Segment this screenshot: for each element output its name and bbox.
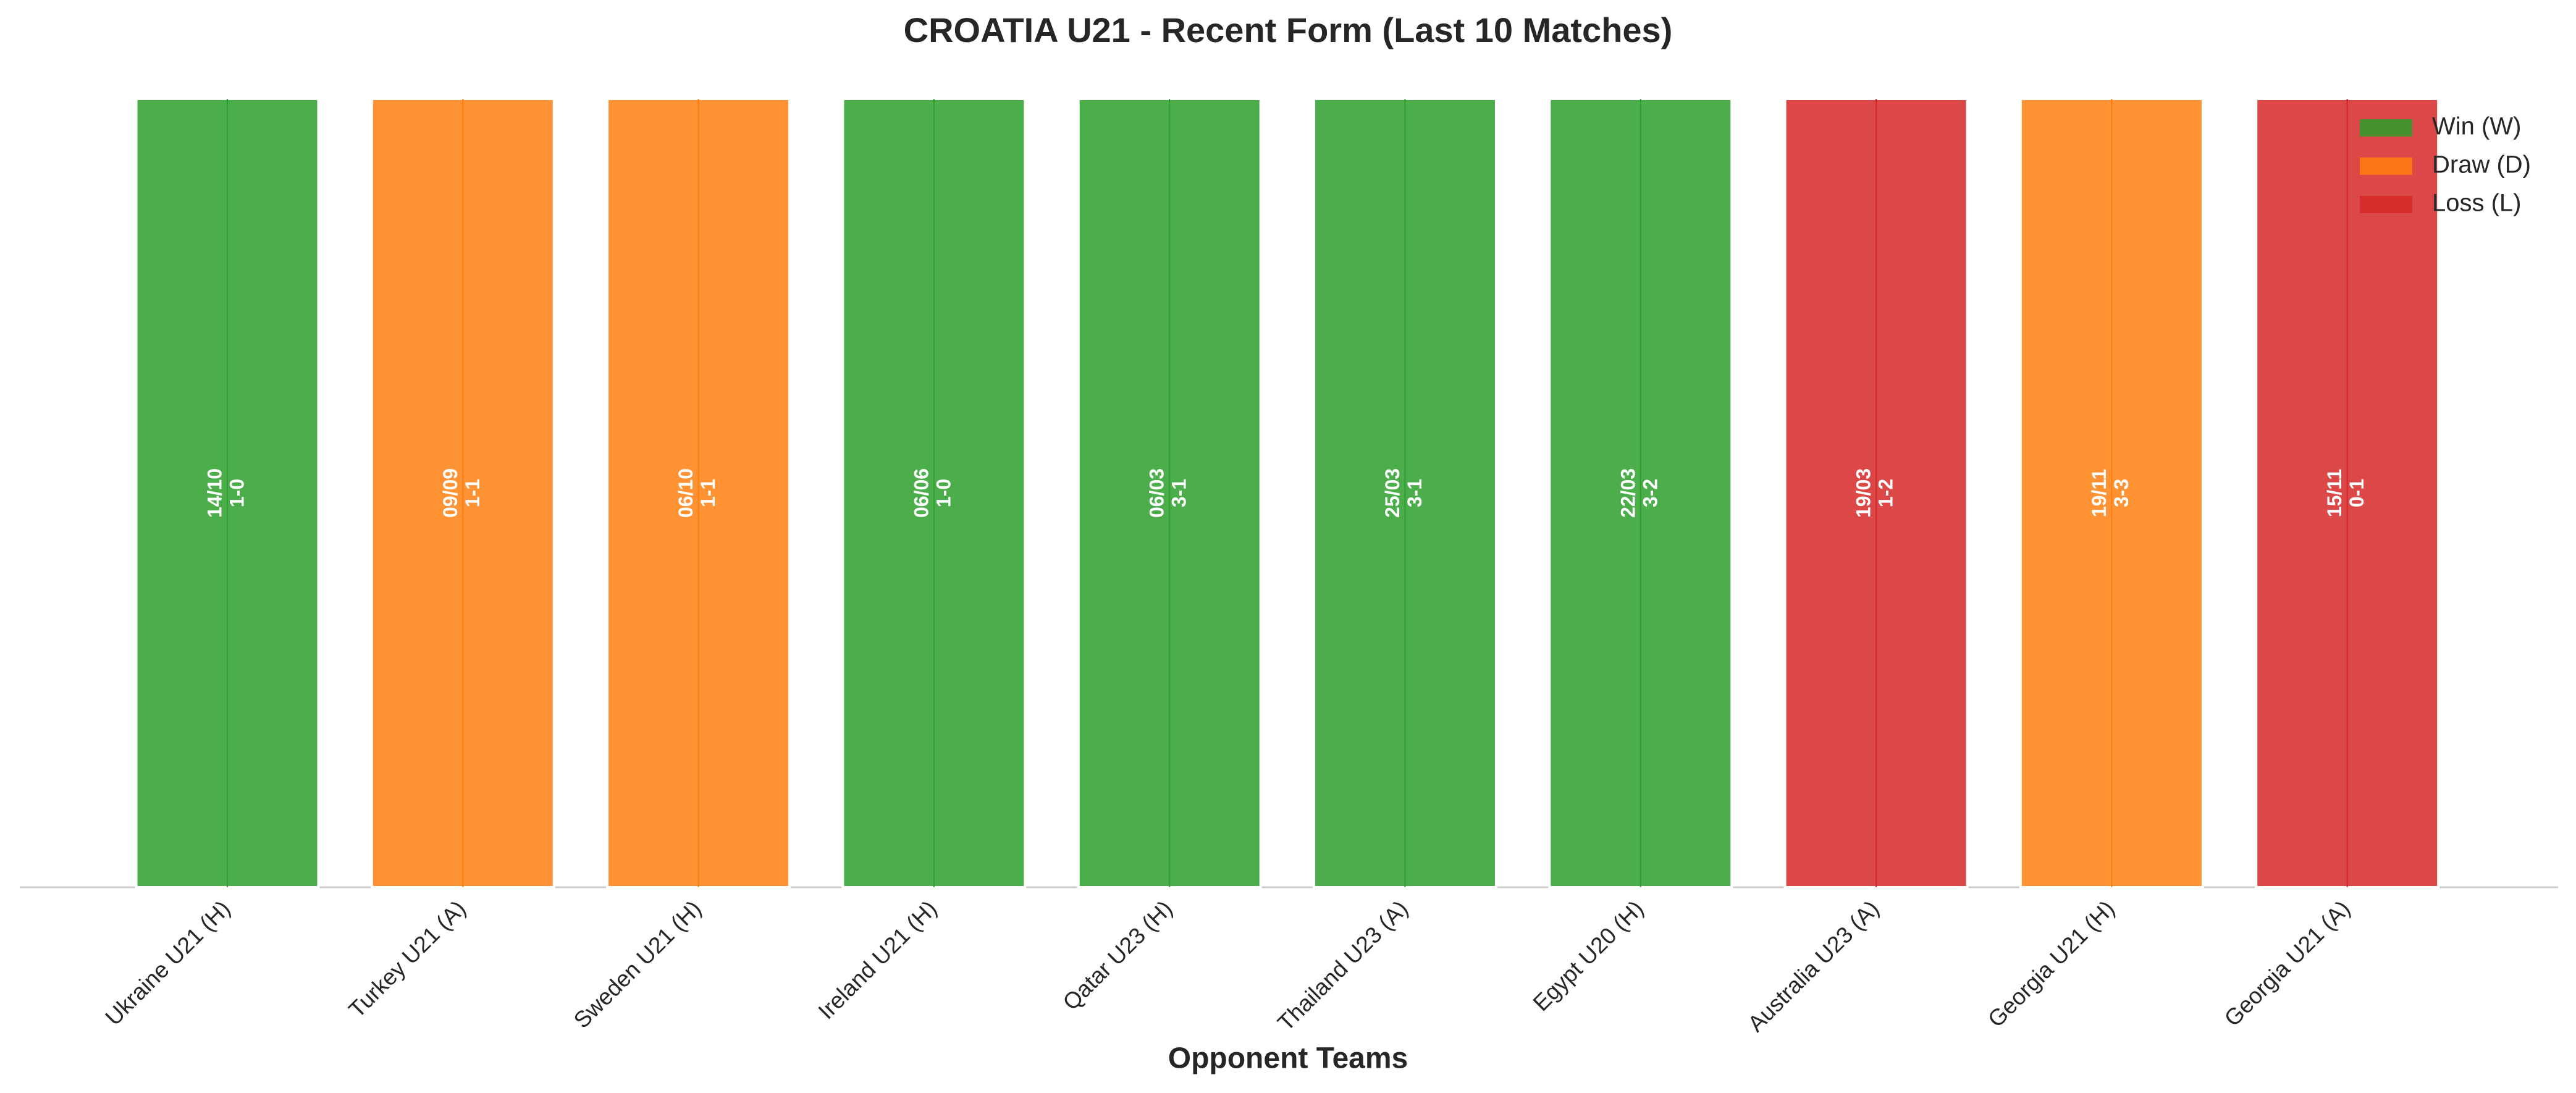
bar-date-label: 06/03 xyxy=(1146,468,1168,518)
x-tick-label: Georgia U21 (A) xyxy=(2220,896,2355,1031)
x-tick-label: Ireland U21 (H) xyxy=(814,896,942,1024)
bar-date-label: 19/03 xyxy=(1853,468,1875,518)
bar-score-label: 1-0 xyxy=(225,479,248,507)
bar-score-label: 1-2 xyxy=(1875,479,1897,507)
x-tick-label: Georgia U21 (H) xyxy=(1983,896,2119,1032)
x-tick-label: Qatar U23 (H) xyxy=(1058,896,1177,1015)
legend-label: Draw (D) xyxy=(2432,151,2531,179)
bar-score-label: 0-1 xyxy=(2346,479,2368,507)
x-tick-label: Egypt U20 (H) xyxy=(1528,896,1649,1016)
legend-swatch xyxy=(2360,196,2412,213)
bar-score-label: 3-1 xyxy=(1404,479,1426,507)
x-tick-label: Australia U23 (A) xyxy=(1743,896,1884,1037)
bar-score-label: 3-2 xyxy=(1639,479,1661,507)
legend-label: Loss (L) xyxy=(2432,190,2522,217)
bar-score-label: 1-1 xyxy=(697,479,719,507)
bar-date-label: 22/03 xyxy=(1617,468,1639,518)
bar-score-label: 3-1 xyxy=(1168,479,1190,507)
x-tick-label: Ukraine U21 (H) xyxy=(101,896,235,1031)
legend-label: Win (W) xyxy=(2432,113,2521,140)
legend-swatch xyxy=(2360,119,2412,137)
bar-date-label: 06/06 xyxy=(910,468,932,518)
x-tick-label: Turkey U21 (A) xyxy=(343,896,470,1023)
bar-date-label: 19/11 xyxy=(2088,469,2110,517)
bar-date-label: 15/11 xyxy=(2323,469,2346,517)
bar-score-label: 3-3 xyxy=(2110,479,2132,507)
bar-date-label: 09/09 xyxy=(439,468,461,518)
x-tick-label: Thailand U23 (A) xyxy=(1273,896,1413,1036)
bar-date-label: 14/10 xyxy=(203,468,225,518)
x-tick-label: Sweden U21 (H) xyxy=(569,896,706,1033)
legend-swatch xyxy=(2360,158,2412,175)
bar-date-label: 25/03 xyxy=(1381,468,1404,518)
chart-title: CROATIA U21 - Recent Form (Last 10 Match… xyxy=(904,11,1673,49)
bar-score-label: 1-0 xyxy=(932,479,954,507)
bar-score-label: 1-1 xyxy=(461,479,484,507)
x-axis-label: Opponent Teams xyxy=(1168,1042,1408,1075)
bar-date-label: 06/10 xyxy=(675,468,697,518)
